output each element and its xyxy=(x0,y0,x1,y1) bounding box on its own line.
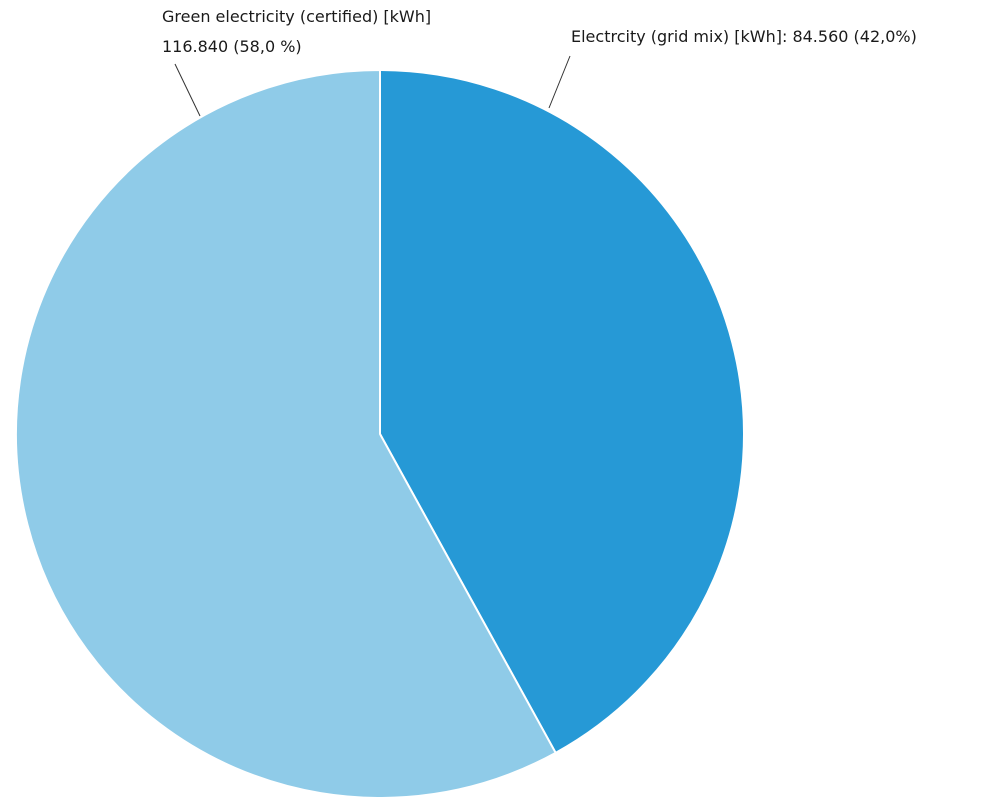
slice-labels: Electrcity (grid mix) [kWh]: 84.560 (42,… xyxy=(162,7,917,56)
slice-green-electricity-certified xyxy=(15,69,557,797)
slice-electricity-grid-mix xyxy=(379,69,745,754)
slice-label-green-electricity-title: Green electricity (certified) [kWh] xyxy=(162,7,431,26)
leader-line-electricity-grid-mix xyxy=(548,55,571,109)
slices-layer xyxy=(15,69,745,797)
leader-lines xyxy=(174,55,571,117)
slice-label-electricity-grid-mix: Electrcity (grid mix) [kWh]: 84.560 (42,… xyxy=(571,27,917,46)
slice-label-green-electricity-value: 116.840 (58,0 %) xyxy=(162,37,302,56)
leader-line-green-electricity xyxy=(174,63,201,117)
